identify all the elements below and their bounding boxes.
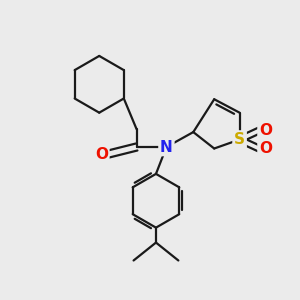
Text: S: S: [234, 132, 245, 147]
Text: O: O: [95, 147, 108, 162]
Text: O: O: [259, 141, 272, 156]
Text: N: N: [160, 140, 173, 154]
Text: O: O: [259, 123, 272, 138]
